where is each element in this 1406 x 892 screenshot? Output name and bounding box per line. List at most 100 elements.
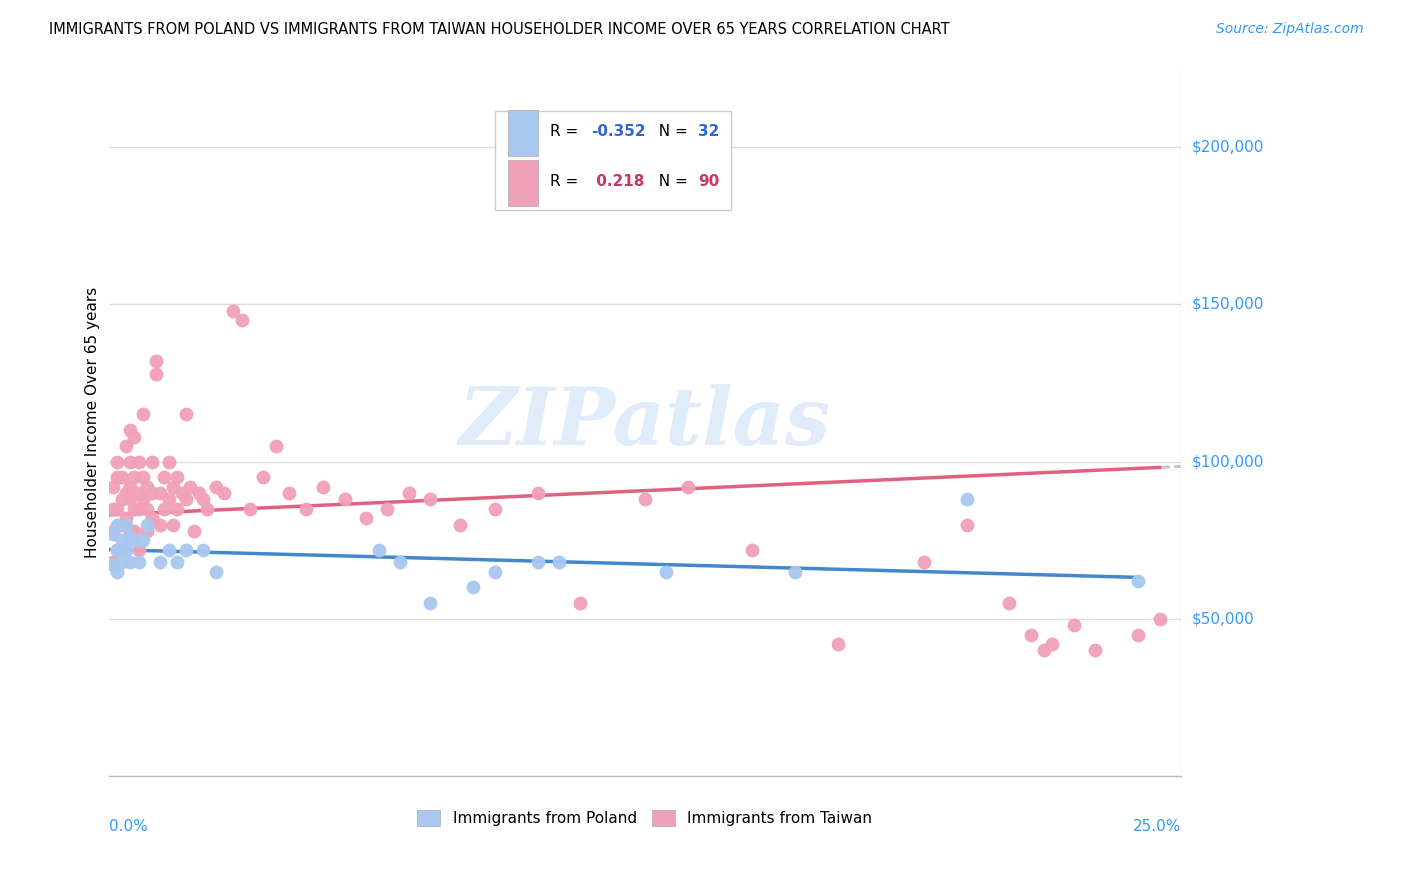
Text: 25.0%: 25.0% (1133, 819, 1181, 834)
Point (912, 555, 935, 569)
Point (231, 313, 253, 327)
Point (105, 470, 128, 484)
Point (827, 637, 849, 651)
Point (114, 439, 136, 453)
Point (191, 542, 214, 557)
Point (141, 486, 163, 500)
Point (166, 555, 188, 569)
Point (312, 480, 335, 494)
Point (333, 492, 356, 507)
Point (449, 517, 471, 532)
Point (955, 517, 977, 532)
Point (548, 555, 571, 569)
Point (419, 596, 441, 610)
Point (110, 533, 132, 548)
Point (110, 517, 132, 532)
Text: 90: 90 (699, 174, 720, 189)
Point (110, 492, 132, 507)
Text: Source: ZipAtlas.com: Source: ZipAtlas.com (1216, 22, 1364, 37)
Point (354, 511, 377, 525)
Point (166, 501, 188, 516)
Point (162, 517, 184, 532)
Point (101, 501, 124, 516)
Point (105, 501, 128, 516)
Point (141, 511, 163, 525)
Point (105, 542, 128, 557)
Point (174, 408, 197, 422)
Point (114, 511, 136, 525)
Point (149, 555, 172, 569)
Point (634, 492, 657, 507)
Point (187, 486, 209, 500)
Point (153, 470, 176, 484)
Point (195, 501, 218, 516)
Point (783, 565, 806, 579)
Point (174, 492, 197, 507)
FancyBboxPatch shape (508, 111, 537, 156)
Point (128, 501, 150, 516)
Point (136, 517, 159, 532)
Point (120, 480, 142, 494)
Point (205, 480, 228, 494)
Text: -0.352: -0.352 (591, 124, 645, 139)
Point (157, 492, 180, 507)
Point (124, 501, 146, 516)
Point (124, 524, 146, 538)
Point (526, 555, 548, 569)
Point (132, 533, 155, 548)
Point (105, 455, 128, 469)
Point (132, 470, 155, 484)
Text: 0.0%: 0.0% (108, 819, 148, 834)
Point (526, 486, 548, 500)
Point (105, 565, 128, 579)
Point (239, 501, 262, 516)
Text: ZIPatlas: ZIPatlas (458, 384, 831, 461)
Point (132, 408, 155, 422)
Point (105, 517, 128, 532)
Text: N =: N = (650, 174, 693, 189)
Point (101, 524, 124, 538)
Y-axis label: Householder Income Over 65 years: Householder Income Over 65 years (86, 286, 100, 558)
Text: R =: R = (550, 124, 583, 139)
Point (484, 501, 506, 516)
Text: $200,000: $200,000 (1192, 140, 1264, 154)
Point (120, 524, 142, 538)
Point (120, 530, 142, 544)
Legend: Immigrants from Poland, Immigrants from Taiwan: Immigrants from Poland, Immigrants from … (412, 804, 879, 832)
Point (162, 480, 184, 494)
Point (191, 492, 214, 507)
Point (101, 558, 124, 573)
Point (110, 542, 132, 557)
Point (105, 542, 128, 557)
Point (1063, 618, 1085, 632)
Point (128, 486, 150, 500)
Point (1032, 643, 1054, 657)
Point (136, 480, 159, 494)
Point (110, 555, 132, 569)
Point (157, 455, 180, 469)
Point (264, 439, 287, 453)
Point (174, 542, 197, 557)
Text: 0.218: 0.218 (591, 174, 644, 189)
Point (149, 517, 172, 532)
Point (145, 367, 167, 381)
Point (222, 303, 245, 318)
Point (114, 542, 136, 557)
Point (252, 470, 274, 484)
Text: $150,000: $150,000 (1192, 297, 1264, 312)
Text: $100,000: $100,000 (1192, 454, 1264, 469)
Point (132, 492, 155, 507)
Point (120, 492, 142, 507)
Point (157, 542, 180, 557)
Point (179, 480, 201, 494)
Point (183, 524, 205, 538)
FancyBboxPatch shape (495, 111, 731, 210)
Point (145, 354, 167, 368)
Point (676, 480, 699, 494)
Point (398, 486, 420, 500)
Point (463, 581, 485, 595)
Point (153, 501, 176, 516)
Point (124, 533, 146, 548)
Point (205, 565, 228, 579)
Point (114, 486, 136, 500)
